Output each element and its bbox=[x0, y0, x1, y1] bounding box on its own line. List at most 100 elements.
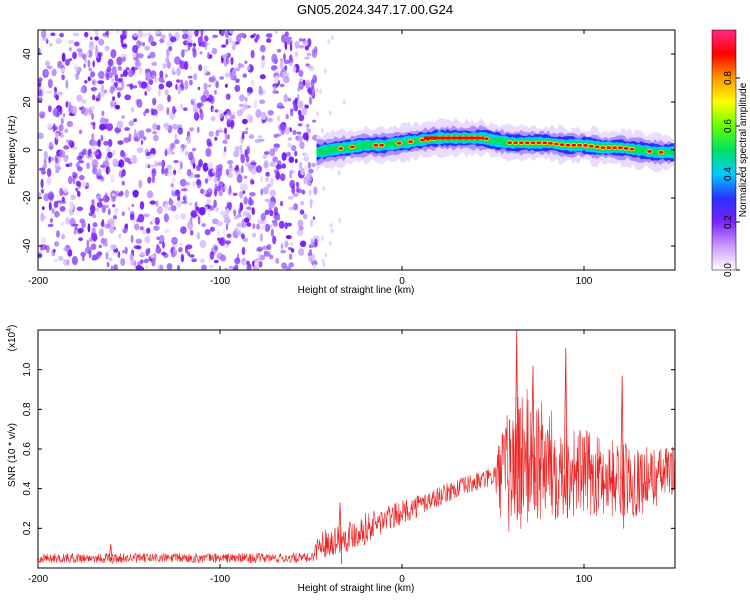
noise-blob bbox=[132, 85, 138, 89]
noise-blob bbox=[258, 138, 265, 142]
noise-blob bbox=[110, 100, 114, 108]
noise-blob bbox=[174, 189, 181, 197]
noise-blob bbox=[200, 258, 205, 264]
noise-blob bbox=[92, 222, 98, 228]
noise-blob bbox=[188, 30, 194, 37]
noise-blob bbox=[92, 232, 98, 242]
noise-blob bbox=[293, 203, 299, 211]
noise-blob bbox=[172, 105, 176, 115]
noise-blob bbox=[62, 259, 68, 266]
noise-blob bbox=[211, 108, 215, 112]
noise-blob bbox=[59, 187, 64, 197]
noise-blob bbox=[213, 199, 217, 208]
noise-blob bbox=[214, 109, 219, 113]
noise-blob bbox=[110, 49, 117, 59]
noise-blob bbox=[211, 75, 216, 83]
noise-blob bbox=[155, 246, 162, 254]
noise-blob bbox=[200, 30, 203, 38]
noise-blob bbox=[257, 135, 262, 139]
ridge-core-red bbox=[565, 143, 571, 147]
noise-blob bbox=[198, 64, 203, 72]
noise-blob bbox=[84, 186, 89, 190]
noise-blob bbox=[180, 147, 184, 154]
noise-blob bbox=[57, 91, 63, 96]
noise-blob bbox=[226, 134, 230, 140]
noise-blob bbox=[296, 184, 300, 193]
noise-blob bbox=[92, 60, 95, 68]
noise-blob bbox=[41, 87, 45, 95]
noise-blob bbox=[136, 98, 143, 108]
noise-blob bbox=[292, 66, 297, 73]
noise-blob bbox=[98, 70, 105, 80]
noise-blob bbox=[40, 188, 45, 194]
noise-blob bbox=[307, 161, 311, 169]
noise-blob bbox=[244, 96, 248, 103]
noise-blob bbox=[66, 259, 70, 266]
noise-blob bbox=[204, 36, 209, 42]
noise-blob bbox=[145, 264, 148, 269]
ridge-core-red bbox=[571, 143, 577, 147]
snr-y-label: SNR (10 * v/v) bbox=[7, 423, 18, 487]
noise-blob bbox=[38, 167, 46, 171]
noise-blob bbox=[169, 197, 172, 202]
noise-blob bbox=[279, 200, 284, 207]
noise-blob bbox=[250, 79, 255, 87]
noise-blob bbox=[154, 114, 159, 118]
snr-y-tick-label: 0.4 bbox=[22, 481, 33, 495]
noise-blob bbox=[38, 253, 42, 258]
noise-blob bbox=[174, 56, 181, 65]
noise-blob bbox=[268, 201, 276, 209]
noise-blob bbox=[215, 80, 219, 89]
noise-blob bbox=[276, 102, 284, 109]
noise-blob bbox=[225, 38, 229, 46]
noise-blob bbox=[71, 255, 78, 266]
noise-blob bbox=[101, 204, 107, 214]
noise-blob bbox=[304, 56, 310, 60]
noise-blob bbox=[226, 111, 232, 116]
noise-blob bbox=[102, 160, 110, 168]
noise-blob bbox=[226, 233, 232, 239]
noise-blob bbox=[55, 169, 60, 173]
noise-blob bbox=[236, 214, 242, 218]
noise-blob bbox=[150, 164, 154, 168]
spectrogram-y-label: Frequency (Hz) bbox=[7, 116, 18, 185]
noise-blob bbox=[109, 174, 115, 183]
noise-blob bbox=[180, 161, 183, 170]
noise-blob bbox=[186, 136, 192, 145]
noise-blob bbox=[68, 175, 73, 185]
noise-blob bbox=[296, 131, 302, 135]
noise-blob bbox=[259, 99, 266, 104]
noise-blob bbox=[245, 127, 249, 131]
ridge-core-red bbox=[530, 141, 536, 145]
noise-blob bbox=[137, 53, 144, 59]
noise-blob bbox=[244, 60, 248, 64]
noise-blob bbox=[183, 48, 189, 52]
noise-blob bbox=[61, 196, 65, 202]
noise-blob bbox=[40, 215, 46, 220]
noise-blob bbox=[258, 261, 263, 268]
noise-blob bbox=[124, 94, 132, 101]
noise-blob bbox=[144, 91, 147, 96]
noise-blob bbox=[67, 39, 75, 45]
noise-blob bbox=[116, 120, 124, 129]
noise-blob bbox=[80, 105, 85, 115]
noise-blob bbox=[296, 229, 304, 237]
noise-blob bbox=[323, 68, 327, 74]
noise-blob bbox=[175, 79, 181, 83]
colorbar-label: Normalized spectral amplitude bbox=[738, 82, 749, 217]
noise-blob bbox=[197, 86, 201, 91]
noise-blob bbox=[173, 248, 178, 253]
noise-blob bbox=[55, 94, 59, 101]
noise-blob bbox=[230, 57, 234, 65]
noise-blob bbox=[279, 83, 285, 88]
noise-blob bbox=[148, 34, 154, 44]
noise-blob bbox=[57, 202, 61, 209]
noise-blob bbox=[273, 206, 278, 216]
noise-blob bbox=[97, 52, 102, 57]
noise-blob bbox=[215, 165, 220, 172]
noise-blob bbox=[232, 192, 238, 196]
noise-blob bbox=[47, 78, 53, 89]
noise-blob bbox=[294, 40, 300, 49]
noise-blob bbox=[80, 251, 86, 257]
ridge-core-red bbox=[519, 141, 524, 145]
